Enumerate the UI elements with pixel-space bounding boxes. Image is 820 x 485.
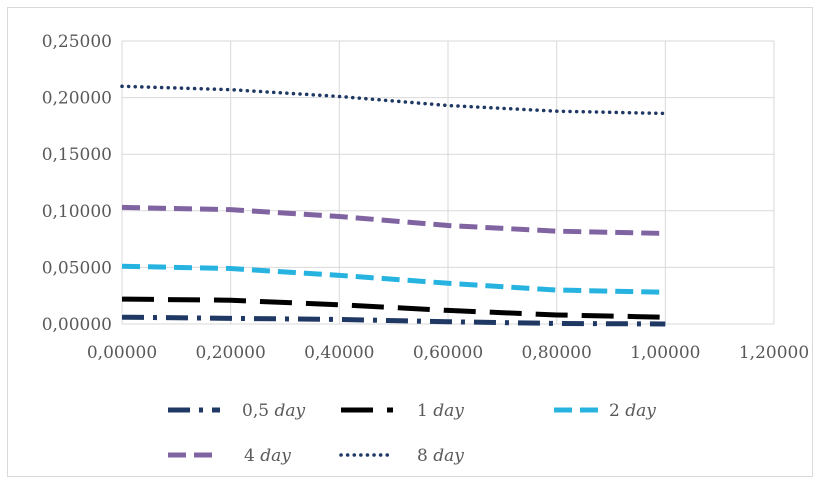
- line-chart: 0,00000 0,05000 0,10000 0,15000 0,20000 0,250…: [42, 32, 809, 466]
- legend-series-name: 8: [417, 446, 428, 466]
- legend-unit: day: [620, 401, 656, 421]
- legend-label: 2 day: [609, 401, 656, 421]
- x-tick-label: 0,80000: [522, 343, 592, 363]
- y-tick-label: 0,25000: [42, 32, 112, 52]
- legend-unit: day: [428, 446, 464, 466]
- series-line: [121, 314, 666, 327]
- legend-series-name: 1: [417, 401, 428, 421]
- legend-label: 8 day: [417, 446, 464, 466]
- chart-area: 0,00000 0,05000 0,10000 0,15000 0,20000 0,250…: [7, 7, 813, 477]
- y-tick-label: 0,00000: [42, 315, 112, 335]
- series-line: [121, 296, 666, 320]
- y-tick-label: 0,05000: [42, 258, 112, 278]
- x-tick-label: 0,40000: [304, 343, 374, 363]
- legend-unit: day: [269, 401, 305, 421]
- x-tick-label: 1,00000: [630, 343, 700, 363]
- x-tick-label: 0,60000: [413, 343, 483, 363]
- x-tick-label: 0,00000: [87, 343, 157, 363]
- legend-label: 1 day: [417, 401, 464, 421]
- y-tick-label: 0,15000: [42, 145, 112, 165]
- legend-label: 0,5 day: [242, 401, 305, 421]
- legend-series-name: 4: [244, 446, 255, 466]
- x-tick-label: 0,20000: [196, 343, 266, 363]
- legend-unit: day: [255, 446, 291, 466]
- legend-unit: day: [428, 401, 464, 421]
- legend-series-name: 0,5: [242, 401, 269, 421]
- legend-series-name: 2: [609, 401, 620, 421]
- series-line: [120, 84, 668, 116]
- y-tick-label: 0,20000: [42, 89, 112, 109]
- series-line: [121, 263, 666, 295]
- series-line: [121, 204, 666, 236]
- x-tick-label: 1,20000: [739, 343, 809, 363]
- legend-label: 4 day: [244, 446, 291, 466]
- y-tick-label: 0,10000: [42, 202, 112, 222]
